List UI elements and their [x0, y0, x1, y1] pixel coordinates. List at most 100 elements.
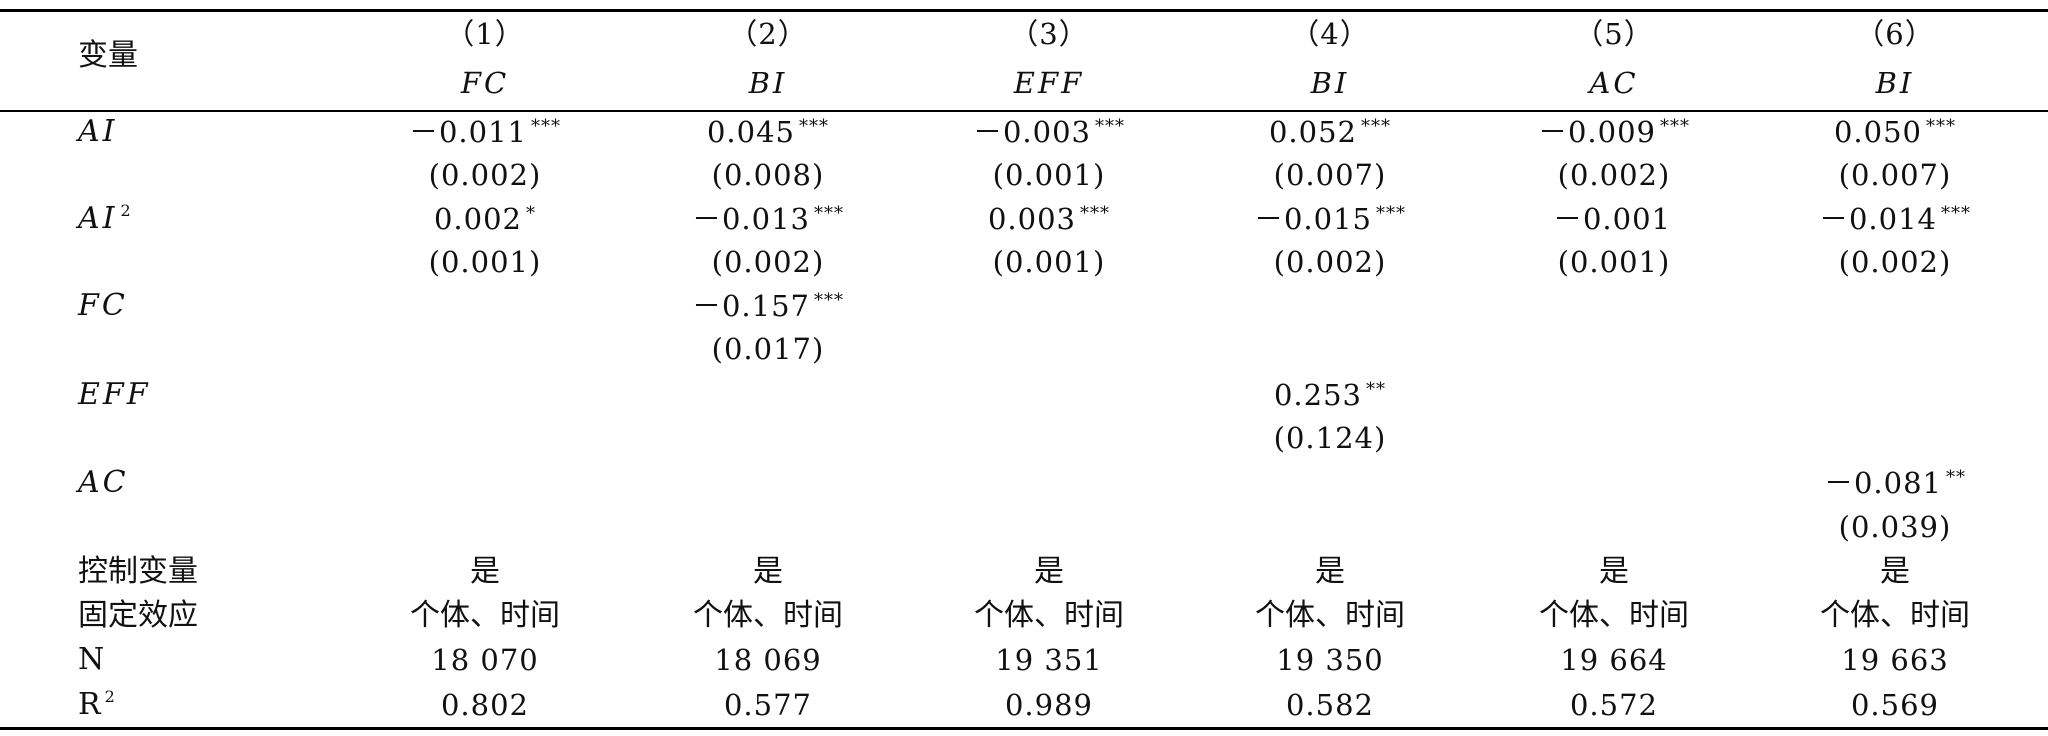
significance-stars: *** [1095, 116, 1126, 137]
row-controls: 控制变量 是 是 是 是 是 是 [0, 550, 2048, 594]
controls-4: 是 [1315, 554, 1345, 589]
ai-coef-6: 0.050 *** [1833, 115, 1957, 149]
significance-stars: *** [814, 290, 845, 311]
ai-coef-4: 0.052 *** [1268, 115, 1392, 149]
eff-se-4: (0.124) [1273, 421, 1387, 455]
row-fc-coef: FC －0.157 *** [0, 284, 2048, 328]
row-label-fixed-effects: 固定效应 [78, 598, 198, 633]
fixed-effects-3: 个体、时间 [974, 598, 1124, 633]
row-fixed-effects: 固定效应 个体、时间 个体、时间 个体、时间 个体、时间 个体、时间 个体、时间 [0, 594, 2048, 638]
fixed-effects-6: 个体、时间 [1820, 598, 1970, 633]
exponent: 2 [120, 201, 132, 220]
ai2-se-5: (0.001) [1557, 245, 1671, 279]
ac-se-6: (0.039) [1838, 510, 1952, 544]
r2-1: 0.802 [440, 688, 530, 722]
r2-6: 0.569 [1850, 688, 1940, 722]
row-label-ai: AI [78, 114, 118, 149]
model-number-6: （6） [1855, 17, 1935, 51]
controls-2: 是 [753, 554, 783, 589]
ac-coef-6: －0.081 ** [1823, 466, 1967, 500]
n-2: 18 069 [714, 643, 822, 677]
significance-stars: *** [531, 116, 562, 137]
controls-1: 是 [470, 554, 500, 589]
significance-stars: *** [1660, 116, 1691, 137]
significance-stars: * [526, 203, 537, 224]
row-label-eff: EFF [78, 377, 151, 412]
row-label-n: N [78, 642, 106, 677]
n-3: 19 351 [995, 643, 1103, 677]
significance-stars: *** [1376, 203, 1407, 224]
header-row-dependent-vars: FC BI EFF BI AC BI [0, 61, 2048, 105]
model-number-4: （4） [1290, 17, 1370, 51]
row-label-ac: AC [78, 465, 129, 500]
row-eff-coef: EFF 0.253 ** [0, 373, 2048, 417]
dependent-var-4: BI [1310, 66, 1350, 100]
fc-coef-2: －0.157 *** [691, 289, 845, 323]
ai2-coef-6: －0.014 *** [1818, 202, 1972, 236]
significance-stars: ** [1366, 379, 1387, 400]
r2-5: 0.572 [1569, 688, 1659, 722]
dependent-var-6: BI [1875, 66, 1915, 100]
ai-se-5: (0.002) [1557, 158, 1671, 192]
ai-se-1: (0.002) [428, 158, 542, 192]
significance-stars: ** [1946, 467, 1967, 488]
row-ai2-coef: AI 2 0.002 * －0.013 *** 0.003 *** －0.015 *** … [0, 197, 2048, 241]
model-number-2: （2） [728, 17, 808, 51]
n-5: 19 664 [1560, 643, 1668, 677]
model-number-5: （5） [1574, 17, 1654, 51]
ai2-se-6: (0.002) [1838, 245, 1952, 279]
ai2-coef-5: －0.001 [1552, 202, 1672, 236]
fixed-effects-2: 个体、时间 [693, 598, 843, 633]
controls-6: 是 [1880, 554, 1910, 589]
significance-stars: *** [1926, 116, 1957, 137]
ai2-se-2: (0.002) [711, 245, 825, 279]
fixed-effects-4: 个体、时间 [1255, 598, 1405, 633]
n-4: 19 350 [1276, 643, 1384, 677]
ai-coef-2: 0.045 *** [706, 115, 830, 149]
ai2-se-1: (0.001) [428, 245, 542, 279]
row-label-controls: 控制变量 [78, 554, 198, 589]
significance-stars: *** [1941, 203, 1972, 224]
r2-3: 0.989 [1004, 688, 1094, 722]
row-label-fc: FC [78, 288, 128, 323]
ai2-se-4: (0.002) [1273, 245, 1387, 279]
controls-5: 是 [1599, 554, 1629, 589]
row-eff-se: (0.124) [0, 416, 2048, 460]
ai-coef-1: －0.011 *** [408, 115, 562, 149]
fixed-effects-5: 个体、时间 [1539, 598, 1689, 633]
eff-coef-4: 0.253 ** [1273, 378, 1387, 412]
ai-se-3: (0.001) [992, 158, 1106, 192]
ai2-coef-4: －0.015 *** [1253, 202, 1407, 236]
row-label-ai2: AI 2 [78, 201, 132, 236]
fixed-effects-1: 个体、时间 [410, 598, 560, 633]
row-fc-se: (0.017) [0, 327, 2048, 371]
row-n: N 18 070 18 069 19 351 19 350 19 664 19 … [0, 638, 2048, 682]
dependent-var-2: BI [748, 66, 788, 100]
row-ai2-se: (0.001) (0.002) (0.001) (0.002) (0.001) … [0, 240, 2048, 284]
n-6: 19 663 [1841, 643, 1949, 677]
ai-coef-5: －0.009 *** [1537, 115, 1691, 149]
row-ac-coef: AC －0.081 ** [0, 461, 2048, 505]
model-number-3: （3） [1009, 17, 1089, 51]
ai2-se-3: (0.001) [992, 245, 1106, 279]
dependent-var-5: AC [1589, 66, 1639, 100]
exponent: 2 [104, 687, 116, 706]
significance-stars: *** [1361, 116, 1392, 137]
controls-3: 是 [1034, 554, 1064, 589]
table-bottom-rule [0, 727, 2048, 730]
ai2-coef-3: 0.003 *** [987, 202, 1111, 236]
r2-2: 0.577 [723, 688, 813, 722]
row-ai-se: (0.002) (0.008) (0.001) (0.007) (0.002) … [0, 153, 2048, 197]
dependent-var-3: EFF [1013, 66, 1085, 100]
significance-stars: *** [799, 116, 830, 137]
significance-stars: *** [814, 203, 845, 224]
ai2-coef-1: 0.002 * [433, 202, 537, 236]
r2-4: 0.582 [1285, 688, 1375, 722]
dependent-var-1: FC [460, 66, 510, 100]
row-ai-coef: AI －0.011 *** 0.045 *** －0.003 *** 0.052 ***… [0, 110, 2048, 154]
header-row-model-numbers: 变量 （1） （2） （3） （4） （5） （6） [0, 12, 2048, 73]
significance-stars: *** [1080, 203, 1111, 224]
